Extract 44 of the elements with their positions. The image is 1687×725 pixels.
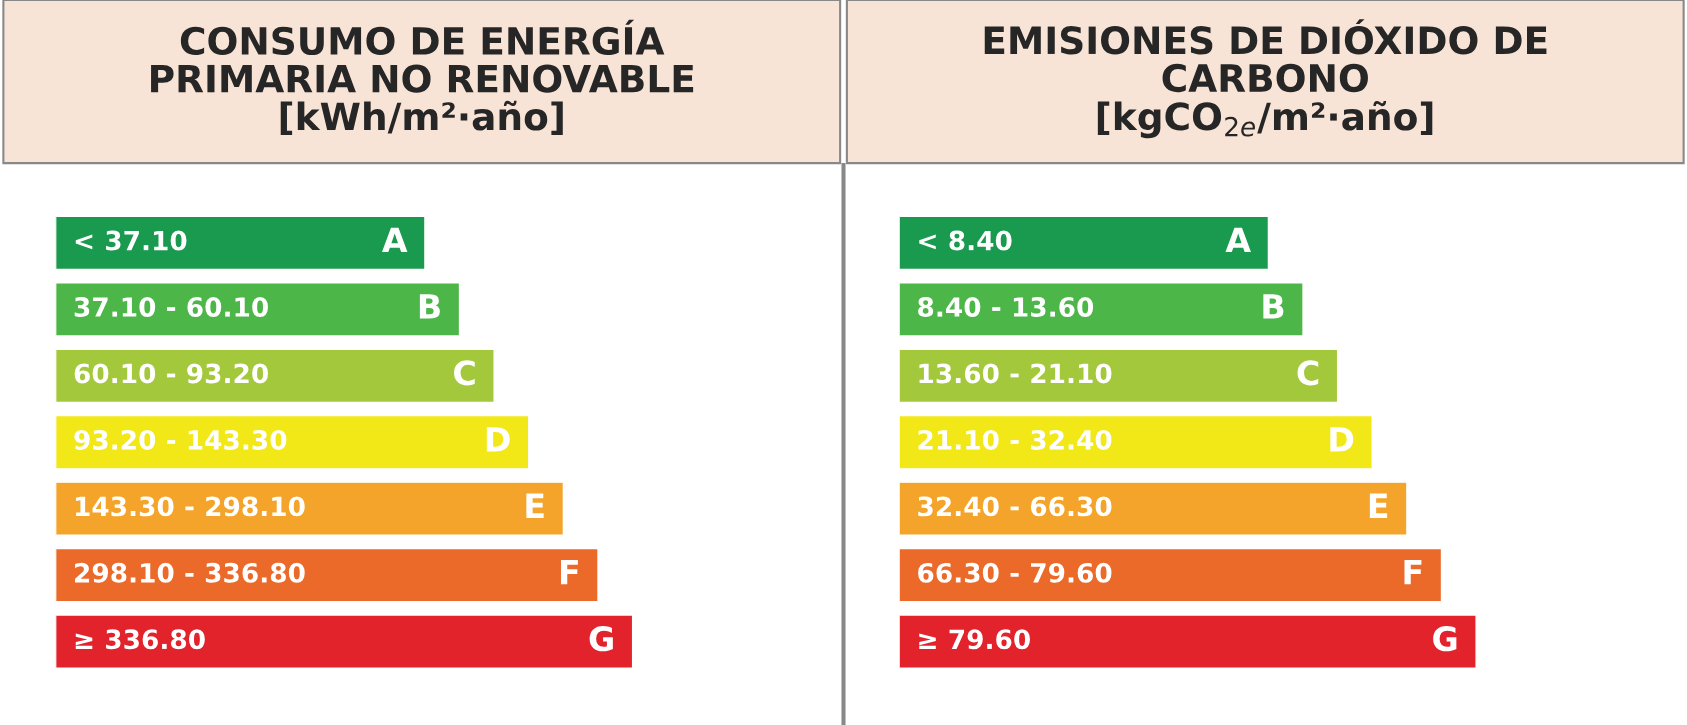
bar — [899, 414, 1373, 470]
bar — [899, 547, 1443, 603]
y-tick-label: < 37.10 — [75, 230, 187, 251]
y-tick-label: < 8.40 — [919, 230, 1012, 251]
y-tick-label: 93.20 - 143.30 — [74, 429, 287, 450]
bar — [55, 547, 599, 603]
y-tick-label: 21.10 - 32.40 — [918, 429, 1112, 450]
y-tick-label: 66.30 - 79.60 — [918, 562, 1112, 583]
annotation: E — [1369, 493, 1388, 518]
bar — [55, 348, 495, 404]
y-tick-label: 60.10 - 93.20 — [74, 363, 268, 384]
bar — [55, 282, 461, 337]
chart-title: EMISIONES DE DIÓXIDO DE CARBONO [kgCO$_{2e}$/m²·año] — [984, 19, 1547, 139]
y-tick-label: 8.40 - 13.60 — [918, 297, 1094, 317]
y-tick-label: 143.30 - 298.10 — [75, 496, 305, 517]
annotation: G — [589, 626, 613, 652]
annotation: D — [1330, 427, 1354, 452]
chart-title: CONSUMO DE ENERGÍA PRIMARIA NO RENOVABLE [kWh/m²·año] — [151, 19, 694, 135]
annotation: C — [1297, 360, 1319, 386]
y-tick-label: 37.10 - 60.10 — [74, 297, 268, 317]
annotation: F — [1404, 560, 1422, 585]
bar — [55, 614, 634, 669]
bar — [899, 282, 1304, 337]
y-tick-label: 32.40 - 66.30 — [918, 496, 1112, 517]
annotation: E — [526, 493, 544, 518]
bar — [899, 215, 1270, 271]
annotation: D — [486, 427, 510, 452]
y-tick-label: ≥ 79.60 — [919, 629, 1030, 650]
bar — [899, 348, 1339, 404]
annotation: F — [560, 560, 578, 585]
annotation: B — [419, 294, 440, 319]
annotation: A — [381, 227, 408, 253]
bar — [899, 614, 1477, 669]
annotation: B — [1263, 294, 1284, 319]
annotation: A — [1225, 227, 1251, 253]
y-tick-label: 298.10 - 336.80 — [75, 562, 305, 583]
y-tick-label: ≥ 336.80 — [75, 629, 205, 650]
bar — [55, 414, 530, 470]
bar — [55, 215, 426, 271]
y-tick-label: 13.60 - 21.10 — [919, 363, 1112, 384]
bar — [899, 481, 1408, 536]
annotation: C — [454, 360, 475, 386]
annotation: G — [1433, 626, 1457, 652]
bar — [55, 481, 565, 536]
